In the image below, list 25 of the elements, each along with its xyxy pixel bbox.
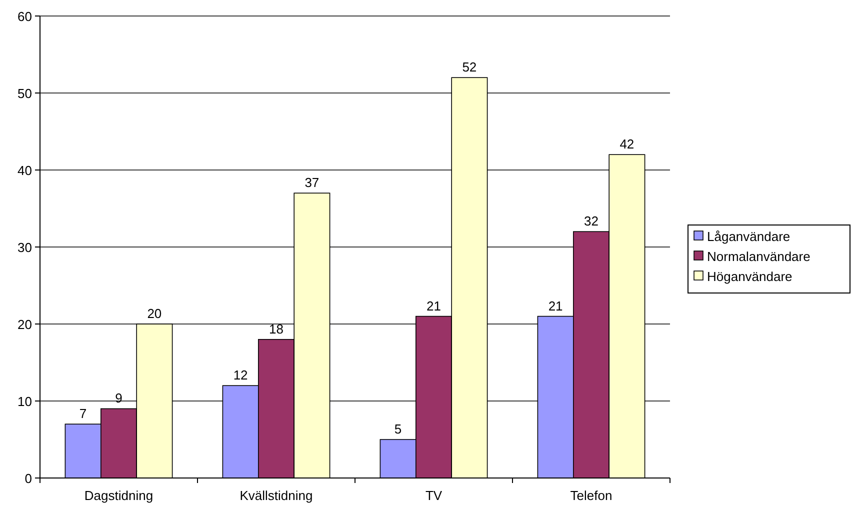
y-tick-label: 60 xyxy=(18,9,32,24)
y-tick-label: 0 xyxy=(24,471,32,486)
y-tick-label: 10 xyxy=(18,394,32,409)
data-label: 20 xyxy=(147,306,162,321)
legend-label: Normalanvändare xyxy=(707,249,810,264)
y-tick-label: 50 xyxy=(18,86,32,101)
data-label: 21 xyxy=(548,298,563,314)
data-label: 42 xyxy=(620,136,634,152)
legend-label: Höganvändare xyxy=(707,269,792,284)
x-tick-label: Kvällstidning xyxy=(240,488,313,503)
data-label: 18 xyxy=(269,321,284,336)
x-tick-label: Dagstidning xyxy=(84,488,154,503)
data-label: 5 xyxy=(394,422,402,436)
y-tick-label: 30 xyxy=(18,240,32,255)
data-label: 32 xyxy=(584,214,598,229)
x-tick-label: Telefon xyxy=(570,488,612,503)
x-tick-label: TV xyxy=(425,488,442,503)
legend-label: Låganvändare xyxy=(707,229,790,244)
data-label: 37 xyxy=(304,175,320,190)
data-label: 12 xyxy=(233,368,248,383)
data-label: 52 xyxy=(462,60,477,75)
data-label: 21 xyxy=(426,298,441,314)
y-tick-label: 40 xyxy=(18,163,32,178)
data-label: 7 xyxy=(79,406,87,422)
y-tick-label: 20 xyxy=(18,317,32,332)
